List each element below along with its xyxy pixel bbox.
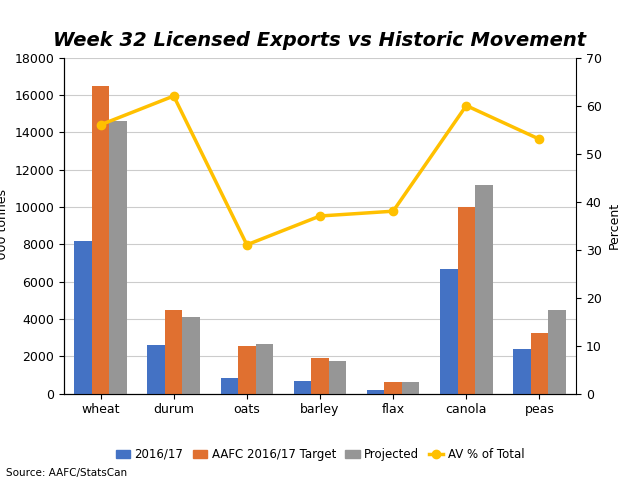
Y-axis label: '000 tonnes: '000 tonnes xyxy=(0,189,9,263)
Bar xyxy=(109,121,127,394)
Text: Source: AAFC/StatsCan: Source: AAFC/StatsCan xyxy=(6,468,127,478)
Bar xyxy=(458,207,475,394)
Title: Week 32 Licensed Exports vs Historic Movement: Week 32 Licensed Exports vs Historic Mov… xyxy=(53,32,587,50)
Bar xyxy=(402,383,419,394)
Bar xyxy=(367,390,385,394)
Bar xyxy=(255,344,273,394)
Line: AV % of Total: AV % of Total xyxy=(97,92,543,249)
AV % of Total xyxy=(97,122,104,128)
Bar xyxy=(92,85,109,394)
Bar xyxy=(329,361,346,394)
AV % of Total xyxy=(170,93,177,99)
Bar xyxy=(147,345,165,394)
Bar xyxy=(182,317,200,394)
Bar xyxy=(311,358,329,394)
AV % of Total xyxy=(389,208,397,214)
AV % of Total xyxy=(463,103,470,108)
Bar xyxy=(475,184,493,394)
Bar xyxy=(513,349,531,394)
Bar xyxy=(238,346,255,394)
Bar xyxy=(440,269,458,394)
Bar xyxy=(221,378,238,394)
Legend: 2016/17, AAFC 2016/17 Target, Projected, AV % of Total: 2016/17, AAFC 2016/17 Target, Projected,… xyxy=(111,443,529,466)
AV % of Total xyxy=(536,136,543,142)
AV % of Total xyxy=(316,213,324,219)
Bar xyxy=(165,310,182,394)
Bar xyxy=(385,383,402,394)
AV % of Total xyxy=(243,242,251,248)
Bar xyxy=(294,382,311,394)
Bar xyxy=(74,240,92,394)
Bar xyxy=(531,333,548,394)
Y-axis label: Percent: Percent xyxy=(607,202,620,249)
Bar xyxy=(548,310,566,394)
